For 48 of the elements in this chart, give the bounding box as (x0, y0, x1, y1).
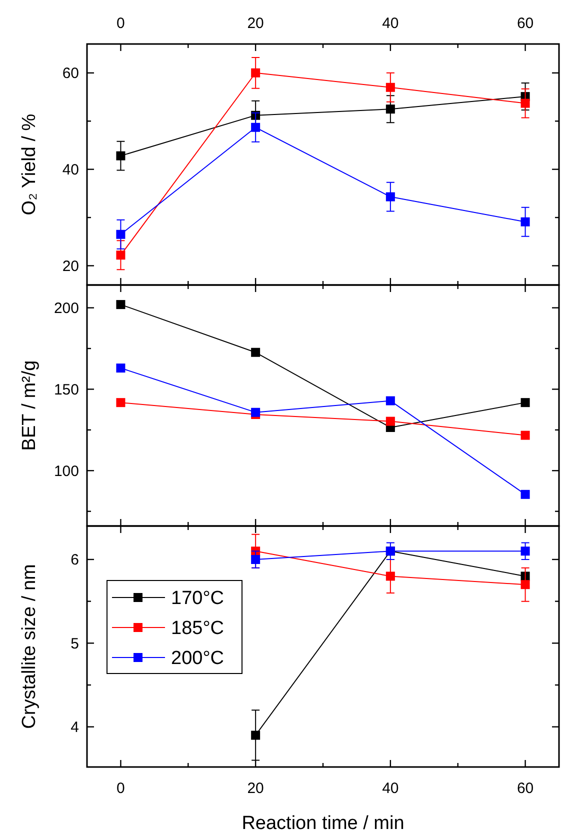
x-tick-label: 60 (516, 780, 534, 797)
point (386, 104, 395, 114)
x2-tick-label: 20 (247, 15, 264, 32)
point (520, 217, 530, 226)
legend-label: 200°C (171, 648, 224, 670)
x2-tick-label: 40 (382, 15, 399, 32)
x-axis-title: Reaction time / min (242, 813, 404, 833)
y-tick-label: 150 (54, 381, 79, 398)
point (520, 430, 530, 440)
y-tick-label: 6 (70, 552, 79, 569)
y-tick-label: 5 (70, 635, 79, 652)
x-tick-label: 20 (247, 780, 264, 797)
x-tick-label: 40 (382, 780, 399, 797)
y-axis-title: BET / m²/g (19, 360, 40, 451)
y-tick-label: 20 (62, 258, 79, 275)
point (116, 230, 126, 239)
y-tick-label: 4 (70, 719, 79, 736)
point (386, 82, 395, 92)
point (386, 396, 395, 406)
point (520, 98, 530, 108)
y-tick-label: 40 (62, 162, 79, 179)
point (116, 151, 126, 160)
point (251, 122, 260, 132)
point (520, 398, 530, 408)
point (251, 68, 260, 78)
point (386, 416, 395, 426)
point (116, 398, 126, 408)
point (386, 192, 395, 202)
point (386, 572, 395, 581)
x-tick-label: 0 (116, 780, 125, 797)
x2-tick-label: 0 (116, 15, 125, 32)
legend-label: 185°C (171, 618, 224, 640)
y-axis-title: O₂ Yield / % (19, 114, 40, 216)
point (116, 364, 126, 373)
point (116, 300, 126, 310)
y-axis-title: Crystallite size / nm (19, 564, 40, 729)
x2-tick-label: 60 (516, 15, 534, 32)
point (520, 546, 530, 556)
point (251, 554, 260, 564)
point (520, 490, 530, 499)
legend-label: 170°C (171, 588, 224, 610)
point (251, 730, 260, 740)
y-tick-label: 200 (54, 300, 79, 318)
point (116, 250, 126, 260)
point (251, 348, 260, 357)
y-tick-label: 60 (62, 65, 79, 82)
point (520, 580, 530, 590)
y-tick-label: 100 (54, 462, 79, 480)
